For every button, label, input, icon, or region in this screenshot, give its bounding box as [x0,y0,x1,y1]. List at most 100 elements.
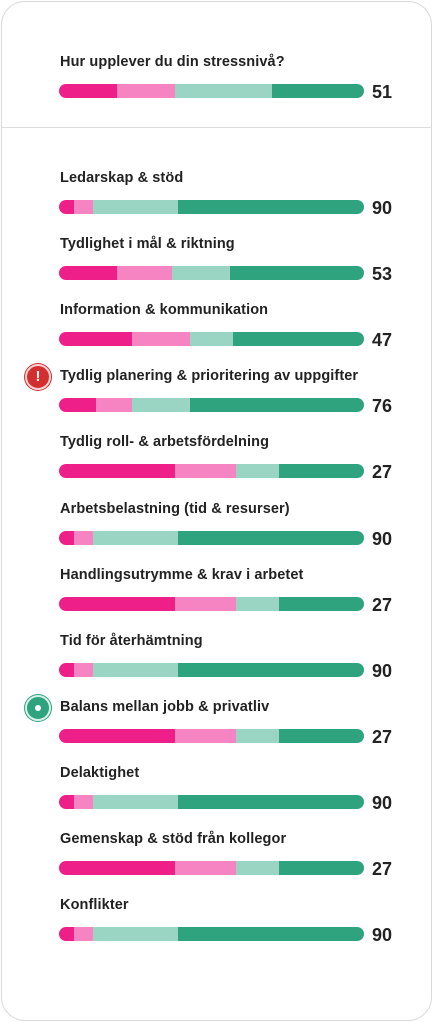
segment-medium [174,84,273,98]
segment-high [177,663,364,677]
category-label: Arbetsbelastning (tid & resurser) [60,501,290,517]
segment-low [174,729,236,743]
segment-medium [92,200,178,214]
segment-low [74,663,93,677]
category-distribution-bar [59,531,364,545]
segment-low [174,464,236,478]
category-distribution-bar [59,861,364,875]
category-distribution-bar [59,927,364,941]
segment-high [278,861,364,875]
category-distribution-bar [59,332,364,346]
category-label: Tid för återhämtning [60,633,203,649]
segment-low [95,398,133,412]
category-distribution-bar [59,398,364,412]
category-label: Delaktighet [60,765,140,781]
category-row: Information & kommunikation 47 [0,302,435,352]
target-icon[interactable] [25,695,51,721]
segment-medium [235,729,279,743]
segment-very-low [59,464,175,478]
category-score: 90 [372,529,393,549]
segment-high [177,531,364,545]
category-score: 27 [372,462,393,482]
segment-low [74,200,93,214]
segment-medium [92,927,178,941]
category-score: 27 [372,595,393,615]
segment-low [132,332,191,346]
segment-very-low [59,795,75,809]
category-score: 90 [372,925,393,945]
segment-low [74,531,93,545]
category-score: 27 [372,727,393,747]
category-row: Tydlig planering & prioritering av uppgi… [0,364,435,418]
segment-very-low [59,531,75,545]
segment-very-low [59,398,96,412]
category-row: Tid för återhämtning 90 [0,633,435,683]
segment-very-low [59,663,75,677]
category-row: Arbetsbelastning (tid & resurser) 90 [0,501,435,551]
segment-medium [235,464,279,478]
segment-very-low [59,266,117,280]
segment-high [232,332,364,346]
segment-high [177,927,364,941]
segment-very-low [59,597,175,611]
segment-medium [92,795,178,809]
segment-medium [92,663,178,677]
category-row: Konflikter 90 [0,897,435,947]
segment-high [278,597,364,611]
category-score: 27 [372,859,393,879]
stress-level-bar [59,84,364,98]
category-row: Ledarskap & stöd 90 [0,170,435,220]
category-score: 76 [372,396,393,416]
segment-medium [171,266,230,280]
stress-level-score: 51 [372,82,393,102]
category-distribution-bar [59,729,364,743]
segment-very-low [59,927,75,941]
segment-high [278,464,364,478]
category-distribution-bar [59,464,364,478]
segment-low [174,597,236,611]
segment-high [190,398,364,412]
category-distribution-bar [59,795,364,809]
category-row: Tydlighet i mål & riktning 53 [0,236,435,286]
category-score: 90 [372,198,393,218]
segment-very-low [59,332,133,346]
segment-low [74,795,93,809]
category-distribution-bar [59,597,364,611]
segment-high [177,200,364,214]
stress-level-label: Hur upplever du din stressnivå? [60,54,285,70]
segment-medium [235,861,279,875]
segment-high [278,729,364,743]
category-label: Gemenskap & stöd från kollegor [60,831,287,847]
category-label: Tydlig roll- & arbetsfördelning [60,434,270,450]
segment-high [177,795,364,809]
category-label: Ledarskap & stöd [60,170,184,186]
category-score: 53 [372,264,393,284]
alert-icon[interactable] [25,364,51,390]
category-label: Konflikter [60,897,129,913]
segment-low [116,84,175,98]
segment-low [174,861,236,875]
segment-medium [92,531,178,545]
category-distribution-bar [59,663,364,677]
category-row: Balans mellan jobb & privatliv 27 [0,695,435,749]
category-score: 90 [372,661,393,681]
segment-medium [190,332,233,346]
segment-medium [132,398,191,412]
segment-very-low [59,200,75,214]
section-divider [1,127,432,128]
category-distribution-bar [59,200,364,214]
category-label: Tydlighet i mål & riktning [60,236,235,252]
segment-low [116,266,172,280]
category-label: Balans mellan jobb & privatliv [60,699,270,715]
category-label: Information & kommunikation [60,302,269,318]
category-row: Tydlig roll- & arbetsfördelning 27 [0,434,435,484]
segment-very-low [59,84,117,98]
category-row: Delaktighet 90 [0,765,435,815]
category-label: Handlingsutrymme & krav i arbetet [60,567,304,583]
segment-medium [235,597,279,611]
segment-high [272,84,364,98]
category-row: Handlingsutrymme & krav i arbetet 27 [0,567,435,617]
category-distribution-bar [59,266,364,280]
segment-very-low [59,861,175,875]
segment-high [229,266,364,280]
